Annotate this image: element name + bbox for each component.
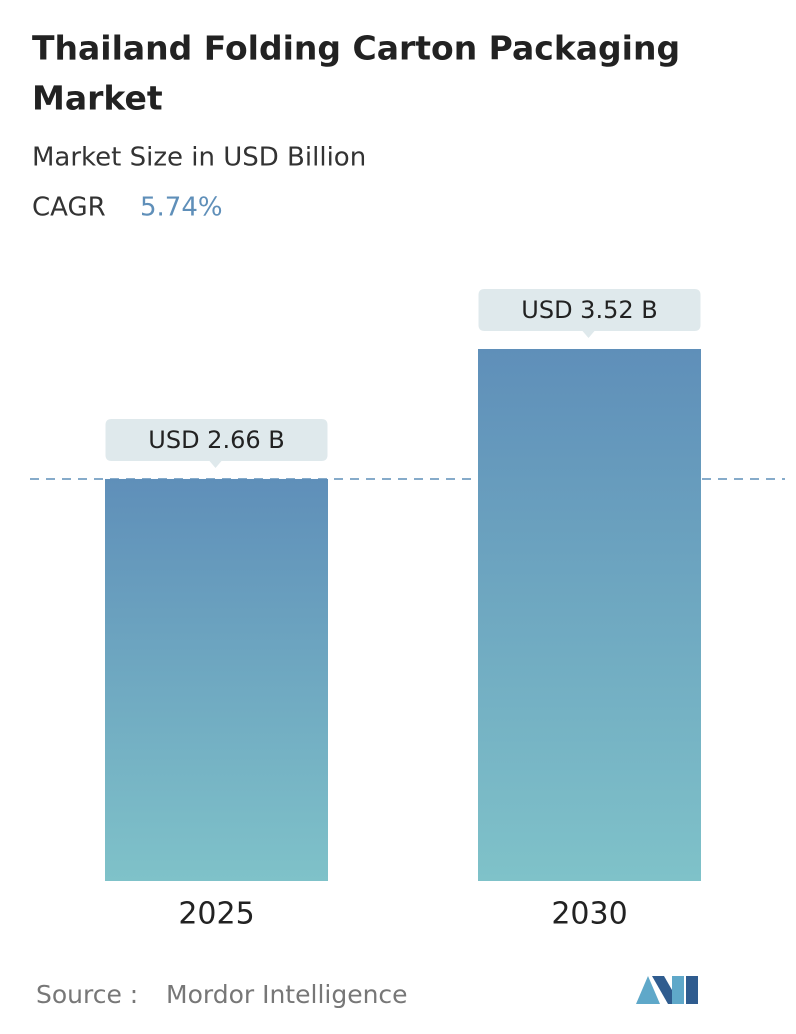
chart-title-line-1: Thailand Folding Carton Packaging <box>32 29 680 68</box>
value-label: USD 3.52 B <box>521 296 657 324</box>
cagr-value: 5.74% <box>140 193 223 223</box>
value-label: USD 2.66 B <box>148 426 284 454</box>
value-label-box <box>478 289 701 338</box>
bar <box>105 478 328 881</box>
x-tick-label: 2025 <box>178 897 254 932</box>
logo <box>636 976 698 1004</box>
chart-title-line-2: Market <box>32 79 163 118</box>
source: Mordor Intelligence <box>166 980 408 1009</box>
subtitle: Market Size in USD Billion <box>32 143 366 173</box>
cagr-label: CAGR <box>32 193 106 223</box>
value-label-box <box>105 418 328 468</box>
source-label: Source : <box>36 980 138 1009</box>
x-tick-label: 2030 <box>551 897 627 932</box>
bar <box>478 349 701 881</box>
